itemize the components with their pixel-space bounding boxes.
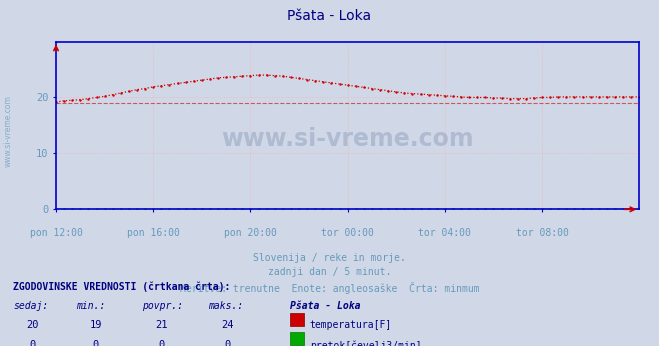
Text: temperatura[F]: temperatura[F] <box>310 320 392 330</box>
Text: 19: 19 <box>90 320 101 330</box>
Text: ZGODOVINSKE VREDNOSTI (črtkana črta):: ZGODOVINSKE VREDNOSTI (črtkana črta): <box>13 282 231 292</box>
Text: Meritve: trenutne  Enote: angleosaške  Črta: minmum: Meritve: trenutne Enote: angleosaške Črt… <box>180 282 479 294</box>
Text: Pšata - Loka: Pšata - Loka <box>287 9 372 22</box>
Text: www.si-vreme.com: www.si-vreme.com <box>221 127 474 151</box>
Text: zadnji dan / 5 minut.: zadnji dan / 5 minut. <box>268 267 391 277</box>
Text: pretok[čevelj3/min]: pretok[čevelj3/min] <box>310 340 421 346</box>
Text: 20: 20 <box>27 320 39 330</box>
Text: Slovenija / reke in morje.: Slovenija / reke in morje. <box>253 253 406 263</box>
Text: tor 08:00: tor 08:00 <box>515 228 569 238</box>
Text: maks.:: maks.: <box>208 301 243 311</box>
Text: min.:: min.: <box>76 301 105 311</box>
Text: sedaj:: sedaj: <box>13 301 48 311</box>
Text: pon 16:00: pon 16:00 <box>127 228 180 238</box>
Text: 21: 21 <box>156 320 167 330</box>
Text: pon 20:00: pon 20:00 <box>224 228 277 238</box>
Text: www.si-vreme.com: www.si-vreme.com <box>3 95 13 167</box>
Text: 0: 0 <box>92 340 99 346</box>
Text: pon 12:00: pon 12:00 <box>30 228 82 238</box>
Text: 0: 0 <box>158 340 165 346</box>
Text: 0: 0 <box>30 340 36 346</box>
Text: povpr.:: povpr.: <box>142 301 183 311</box>
Text: 24: 24 <box>221 320 233 330</box>
Text: tor 00:00: tor 00:00 <box>321 228 374 238</box>
Text: tor 04:00: tor 04:00 <box>418 228 471 238</box>
Text: Pšata - Loka: Pšata - Loka <box>290 301 360 311</box>
Text: 0: 0 <box>224 340 231 346</box>
